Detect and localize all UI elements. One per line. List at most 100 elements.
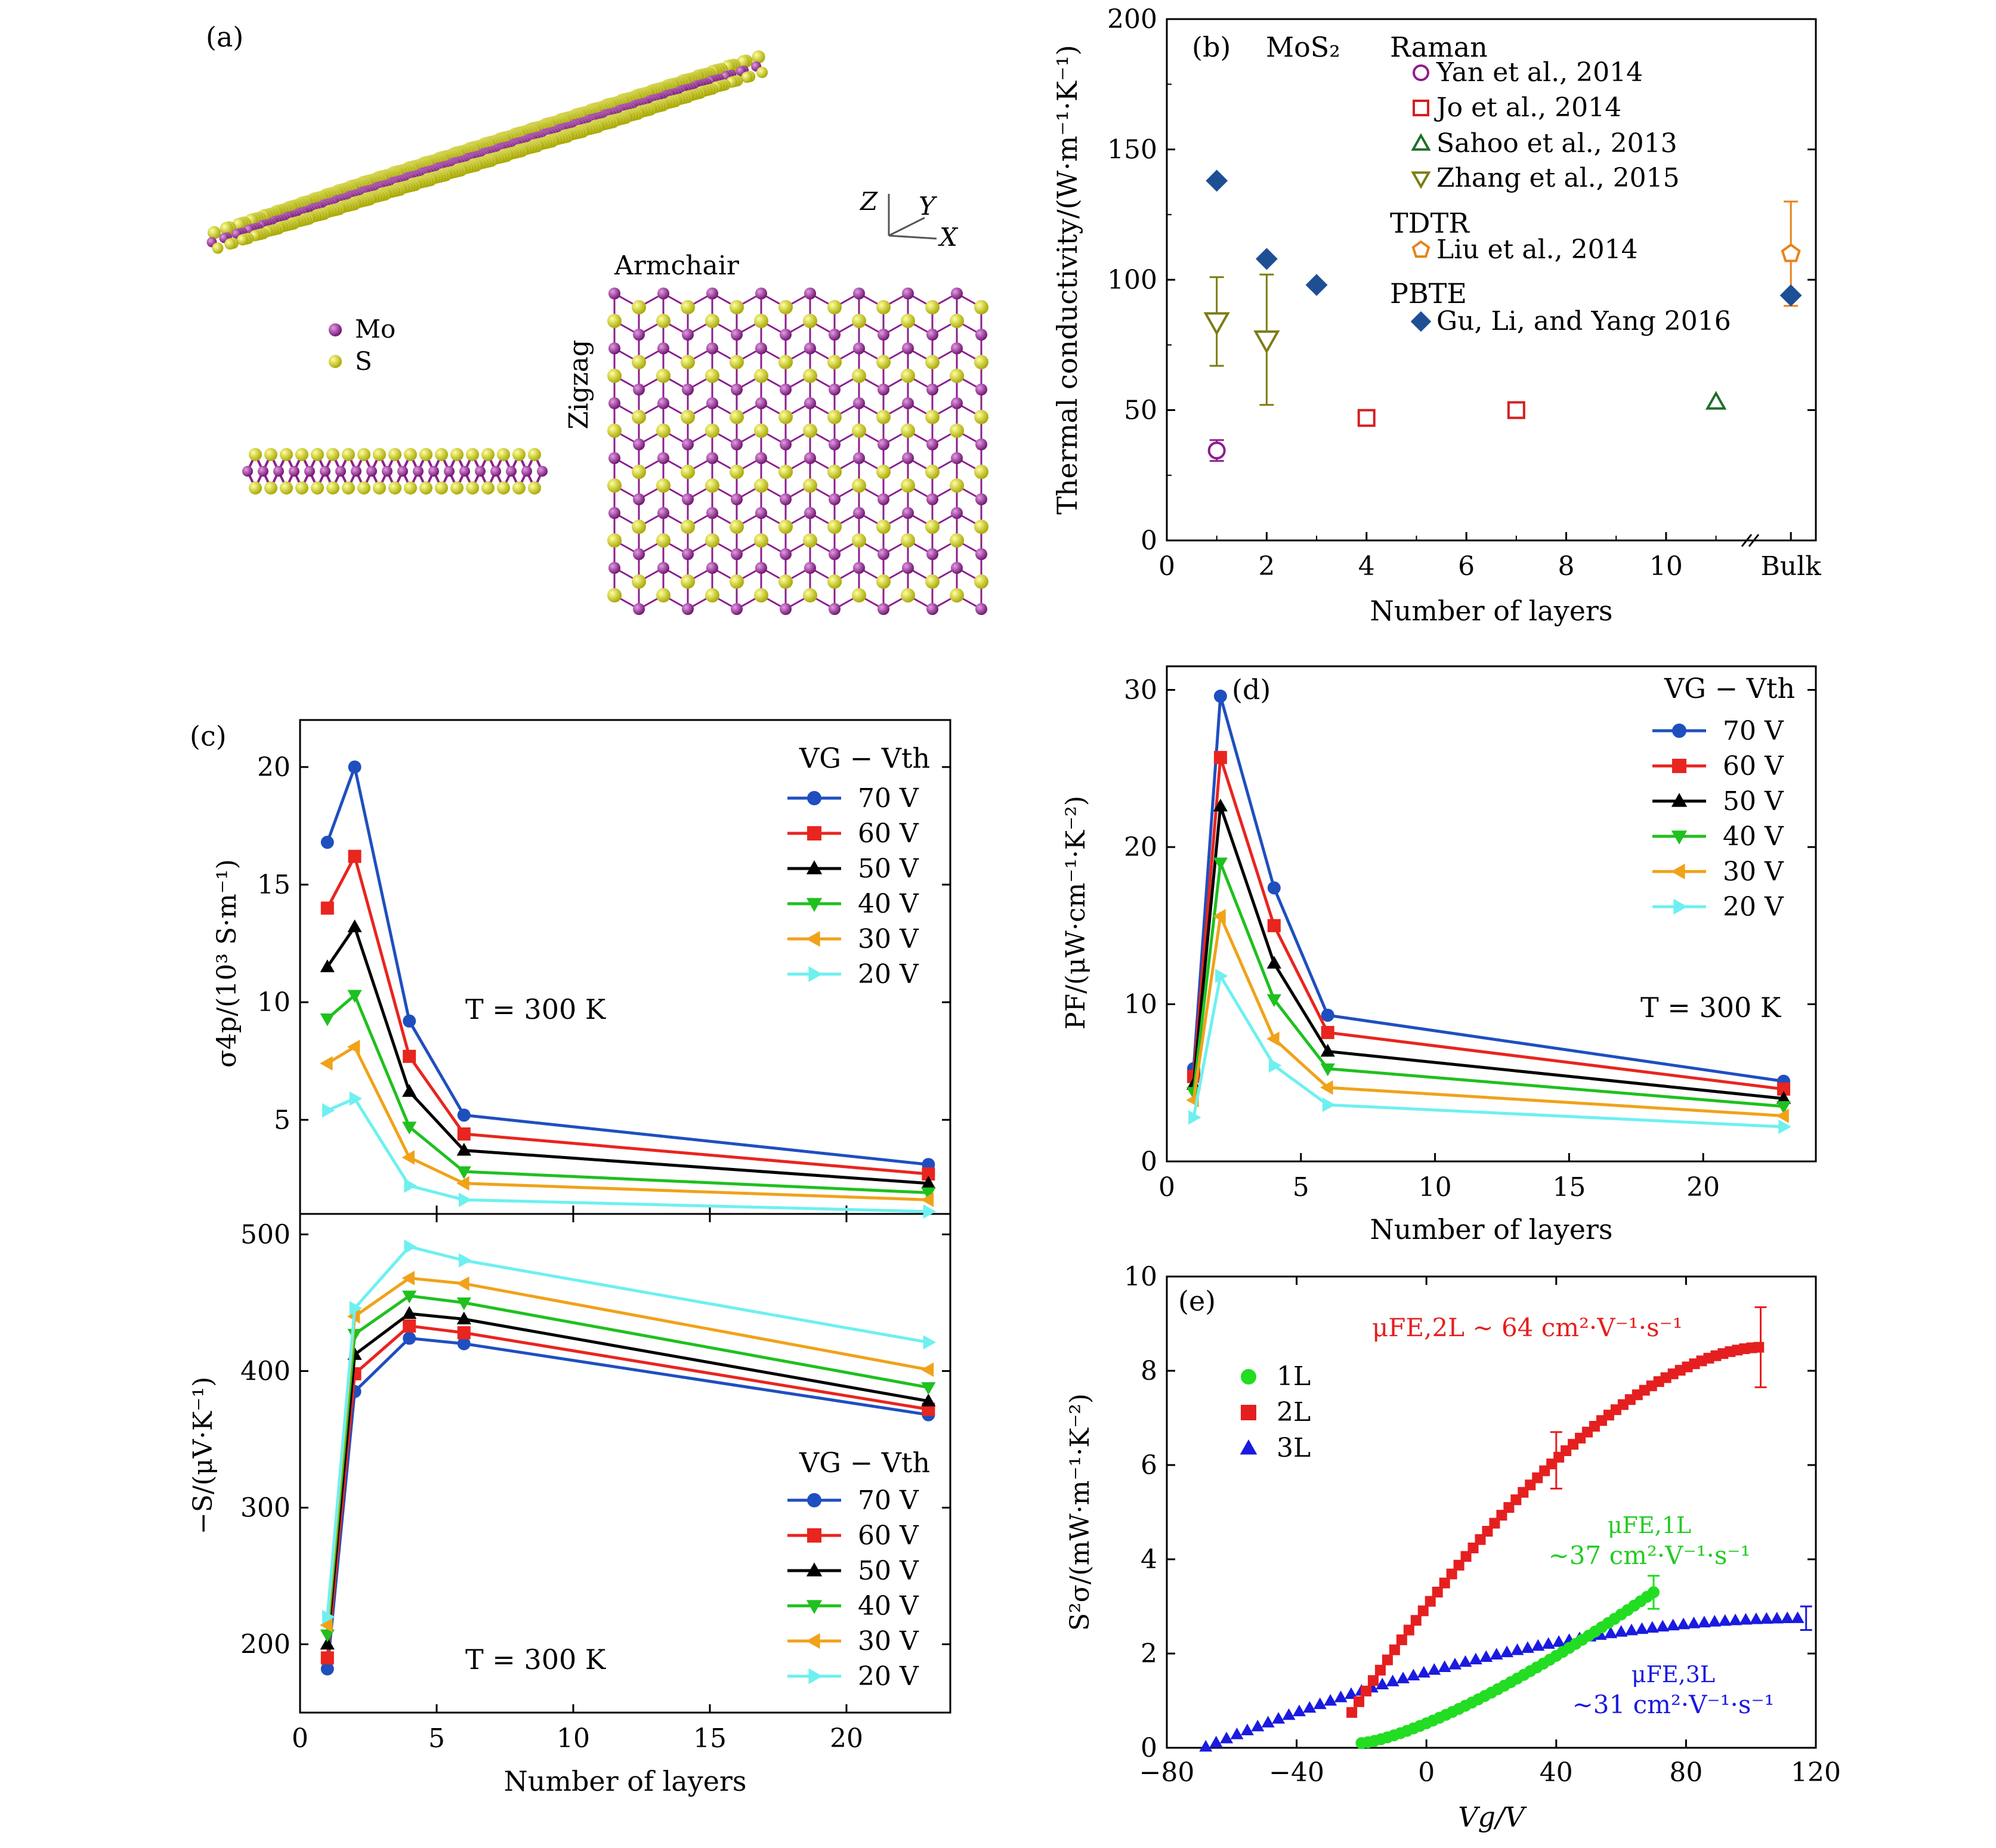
data-point	[401, 1150, 415, 1165]
s-atom	[852, 588, 866, 602]
mo-atom	[633, 548, 645, 560]
series-line	[326, 1324, 929, 1658]
data-point	[322, 1103, 335, 1118]
panel-b-thermal-conductivity: (b) MoS₂ 0 2 4 6 8 10 Bulk 0 50 100 150 200 Number …	[1051, 4, 1821, 627]
temperature-annotation-bottom: T = 300 K	[465, 1643, 607, 1676]
s-atom	[778, 410, 793, 424]
mo-atom	[780, 603, 792, 615]
legend-label: 20 V	[858, 1661, 919, 1692]
s-atom	[901, 478, 915, 493]
data-point	[920, 1362, 934, 1377]
mos2-top-view-lattice	[607, 288, 988, 615]
mobility-annotation-3l-value: ∼31 cm²·V⁻¹·s⁻¹	[1572, 1690, 1775, 1719]
s-atom	[419, 448, 432, 461]
s-atom	[827, 465, 842, 479]
s-atom	[803, 314, 817, 328]
s-atom	[404, 481, 417, 495]
s-atom	[326, 481, 339, 495]
data-point-3l	[1282, 1708, 1296, 1720]
mo-atom	[926, 548, 938, 560]
mo-atom	[804, 562, 816, 574]
data-point	[320, 959, 335, 972]
s-atom	[754, 314, 768, 328]
legend-marker	[807, 1528, 821, 1543]
y-axis-label: S²σ/(mW·m⁻¹·K⁻²)	[1065, 1393, 1095, 1631]
panel-e-label: (e)	[1178, 1285, 1216, 1317]
mo-atom	[853, 342, 865, 354]
data-point	[320, 1013, 335, 1027]
mo-atom	[878, 329, 889, 341]
s-atom	[373, 448, 386, 461]
s-atom	[803, 424, 817, 438]
data-point	[1320, 1080, 1333, 1095]
mo-atom	[258, 466, 268, 477]
data-point	[1320, 1043, 1335, 1057]
data-point	[1253, 330, 1280, 354]
series-line	[1192, 805, 1784, 1101]
data-point-3l	[1614, 1625, 1628, 1637]
legend-label: 70 V	[858, 1485, 919, 1516]
data-point-3l	[1251, 1719, 1265, 1732]
mo-atom	[926, 493, 938, 505]
s-atom	[632, 410, 646, 424]
data-point	[349, 1091, 363, 1106]
s-atom	[435, 448, 448, 461]
mo-atom	[413, 466, 424, 477]
s-atom	[656, 314, 671, 328]
mo-atom	[731, 548, 743, 560]
mo-atom	[755, 507, 767, 519]
series-line	[326, 1336, 929, 1669]
mo-atom	[755, 342, 767, 354]
x-tick-label: 20	[1686, 1172, 1720, 1203]
data-point-2l	[1446, 1568, 1457, 1580]
mo-atom	[780, 329, 792, 341]
s-atom	[264, 448, 277, 461]
y-tick-label: 10	[1124, 1262, 1157, 1292]
s-atom	[632, 574, 646, 589]
panel-c-label: (c)	[190, 720, 227, 752]
s-atom	[730, 300, 744, 314]
mo-atom	[780, 548, 792, 560]
axis-break-icon	[1741, 534, 1760, 547]
s-atom	[705, 314, 719, 328]
legend-marker	[1411, 171, 1431, 189]
legend-label: 30 V	[858, 1626, 919, 1657]
s-atom	[974, 410, 988, 424]
data-point-2l	[1374, 1664, 1386, 1676]
legend-label: 30 V	[1723, 857, 1784, 887]
data-point	[457, 1326, 471, 1340]
data-point-3l	[1781, 1611, 1794, 1624]
x-tick-label: 5	[428, 1723, 445, 1754]
mo-atom	[804, 507, 816, 519]
s-atom	[435, 481, 448, 495]
s-atom	[778, 300, 793, 314]
mobility-annotation-3l-title: μFE,3L	[1632, 1661, 1715, 1688]
legend-label: Sahoo et al., 2013	[1436, 128, 1677, 159]
mo-atom	[829, 493, 841, 505]
data-point-3l	[1500, 1645, 1514, 1658]
s-atom	[901, 588, 915, 602]
mo-atom	[657, 342, 669, 354]
legend-label: 3L	[1277, 1433, 1311, 1463]
s-atom	[925, 520, 940, 534]
data-point	[1213, 690, 1227, 703]
legend-label: 60 V	[858, 818, 919, 849]
y-tick-label: 30	[1124, 675, 1157, 706]
mo-atom	[657, 562, 669, 574]
data-point-2l	[1396, 1634, 1407, 1646]
s-atom	[730, 355, 744, 369]
s-atom	[342, 448, 355, 461]
legend-marker	[807, 791, 821, 805]
legend-marker	[1673, 898, 1688, 915]
legend-label: 20 V	[858, 959, 919, 990]
group-label-raman: Raman	[1390, 31, 1488, 63]
mo-atom	[731, 493, 743, 505]
panel-a-label: (a)	[206, 21, 243, 53]
data-point-3l	[1604, 1626, 1618, 1639]
s-atom	[754, 588, 768, 602]
data-point	[456, 1276, 469, 1291]
mo-atom	[382, 466, 393, 477]
legend-marker	[1411, 133, 1431, 151]
data-point	[921, 1382, 936, 1395]
mo-atom	[926, 603, 938, 615]
